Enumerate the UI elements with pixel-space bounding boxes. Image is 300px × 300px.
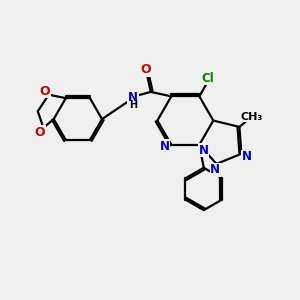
Text: N: N <box>128 91 138 104</box>
Text: N: N <box>242 150 251 163</box>
Text: O: O <box>34 126 45 139</box>
Text: O: O <box>40 85 50 98</box>
Text: CH₃: CH₃ <box>241 112 263 122</box>
Text: N: N <box>210 163 220 176</box>
Text: Cl: Cl <box>201 72 214 85</box>
Text: O: O <box>140 63 151 76</box>
Text: N: N <box>160 140 170 153</box>
Text: N: N <box>199 144 209 157</box>
Text: H: H <box>129 100 137 110</box>
